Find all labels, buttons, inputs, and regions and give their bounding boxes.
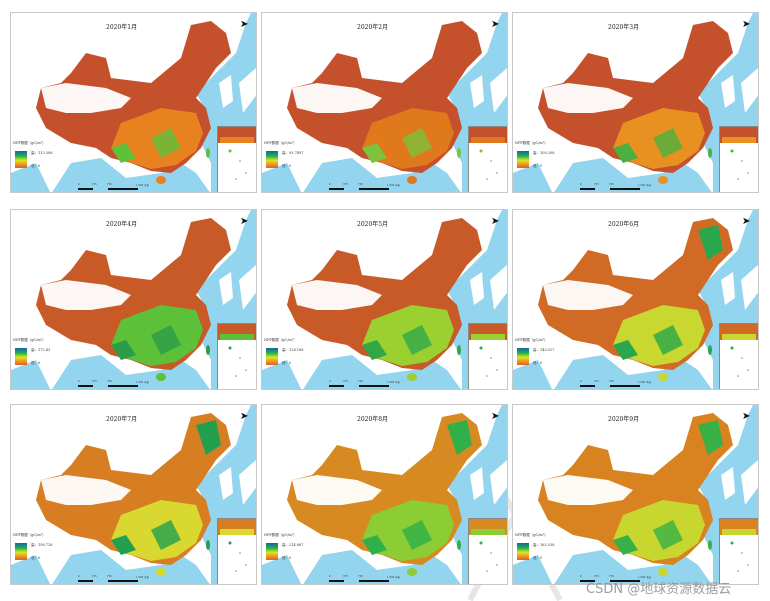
panel-title: 2020年8月 [357, 416, 389, 423]
panel-title: 2020年6月 [608, 221, 640, 228]
panel-title: 2020年4月 [106, 221, 138, 228]
legend: NPP数据（gC/m²） 高：93.7497 低：0 [264, 141, 324, 181]
panel-title: 2020年3月 [608, 24, 640, 31]
north-arrow-icon: ➤ [240, 216, 249, 227]
color-ramp [15, 348, 27, 365]
legend-low: 低：0 [533, 361, 543, 365]
legend-title: NPP数据（gC/m²） [13, 533, 46, 537]
legend-low: 低：0 [533, 164, 543, 168]
legend-high: 高：172.43 [31, 348, 51, 352]
north-arrow-icon: ➤ [491, 19, 500, 30]
north-arrow-icon: ➤ [742, 19, 751, 30]
map-panel: ➤ 2020年1月 NPP数据（gC/m²） 高：113.308 低：0 0 3… [10, 12, 257, 193]
map-panel: ➤ 2020年2月 NPP数据（gC/m²） 高：93.7497 低：0 0 3… [261, 12, 508, 193]
color-ramp [266, 348, 278, 365]
south-china-sea-inset [719, 126, 758, 192]
south-china-sea-inset [719, 323, 758, 389]
scale-bar: 0 375 750 1,500 千米 [580, 575, 670, 583]
color-ramp [517, 348, 529, 365]
south-china-sea-inset [217, 323, 256, 389]
legend-low: 低：0 [282, 556, 292, 560]
scale-bar: 0 375 750 1,500 千米 [329, 380, 419, 388]
scale-bar: 0 375 750 1,500 千米 [329, 183, 419, 191]
legend-high: 高：109.208 [533, 151, 555, 155]
legend: NPP数据（gC/m²） 高：163.538 低：0 [515, 533, 575, 573]
map-panel: ➤ 2020年9月 NPP数据（gC/m²） 高：163.538 低：0 0 3… [512, 404, 759, 585]
map-panel: ➤ 2020年3月 NPP数据（gC/m²） 高：109.208 低：0 0 3… [512, 12, 759, 193]
panel-title: 2020年2月 [357, 24, 389, 31]
legend-low: 低：0 [31, 164, 41, 168]
north-arrow-icon: ➤ [240, 19, 249, 30]
north-arrow-icon: ➤ [240, 411, 249, 422]
map-panel: ➤ 2020年5月 NPP数据（gC/m²） 高：128.168 低：0 0 3… [261, 209, 508, 390]
legend-title: NPP数据（gC/m²） [515, 533, 548, 537]
scale-bar: 0 375 750 1,500 千米 [580, 380, 670, 388]
scale-bar: 0 375 750 1,500 千米 [580, 183, 670, 191]
color-ramp [517, 543, 529, 560]
china-npp-map [262, 210, 507, 389]
map-panel: ➤ 2020年7月 NPP数据（gC/m²） 高：156.728 低：0 0 3… [10, 404, 257, 585]
north-arrow-icon: ➤ [742, 411, 751, 422]
china-npp-map [11, 405, 256, 584]
legend-high: 高：214.887 [282, 543, 304, 547]
map-panel: ➤ 2020年4月 NPP数据（gC/m²） 高：172.43 低：0 0 37… [10, 209, 257, 390]
scale-bar: 0 375 750 1,500 千米 [329, 575, 419, 583]
legend-low: 低：0 [31, 556, 41, 560]
south-china-sea-inset [217, 126, 256, 192]
legend-title: NPP数据（gC/m²） [264, 533, 297, 537]
legend: NPP数据（gC/m²） 高：113.308 低：0 [13, 141, 73, 181]
south-china-sea-inset [468, 323, 507, 389]
watermark-text: CSDN @地球资源数据云 [586, 582, 732, 597]
scale-bar: 0 375 750 1,500 千米 [78, 380, 168, 388]
scale-bar: 0 375 750 1,500 千米 [78, 183, 168, 191]
map-panel: ➤ 2020年8月 NPP数据（gC/m²） 高：214.887 低：0 0 3… [261, 404, 508, 585]
legend-title: NPP数据（gC/m²） [515, 338, 548, 342]
panel-title: 2020年1月 [106, 24, 138, 31]
legend-low: 低：0 [282, 361, 292, 365]
legend: NPP数据（gC/m²） 高：143.527 低：0 [515, 338, 575, 378]
color-ramp [266, 151, 278, 168]
legend-high: 高：93.7497 [282, 151, 304, 155]
legend-high: 高：143.527 [533, 348, 555, 352]
legend: NPP数据（gC/m²） 高：172.43 低：0 [13, 338, 73, 378]
south-china-sea-inset [468, 126, 507, 192]
panel-title: 2020年5月 [357, 221, 389, 228]
legend-high: 高：156.728 [31, 543, 53, 547]
legend-title: NPP数据（gC/m²） [13, 141, 46, 145]
legend: NPP数据（gC/m²） 高：109.208 低：0 [515, 141, 575, 181]
legend-low: 低：0 [533, 556, 543, 560]
legend-title: NPP数据（gC/m²） [264, 141, 297, 145]
map-panel: ➤ 2020年6月 NPP数据（gC/m²） 高：143.527 低：0 0 3… [512, 209, 759, 390]
legend-title: NPP数据（gC/m²） [13, 338, 46, 342]
china-npp-map [513, 405, 758, 584]
south-china-sea-inset [468, 518, 507, 584]
scale-bar: 0 375 750 1,500 千米 [78, 575, 168, 583]
legend-low: 低：0 [282, 164, 292, 168]
color-ramp [266, 543, 278, 560]
north-arrow-icon: ➤ [742, 216, 751, 227]
north-arrow-icon: ➤ [491, 411, 500, 422]
legend-title: NPP数据（gC/m²） [515, 141, 548, 145]
south-china-sea-inset [217, 518, 256, 584]
legend: NPP数据（gC/m²） 高：156.728 低：0 [13, 533, 73, 573]
legend: NPP数据（gC/m²） 高：214.887 低：0 [264, 533, 324, 573]
color-ramp [517, 151, 529, 168]
north-arrow-icon: ➤ [491, 216, 500, 227]
legend-high: 高：163.538 [533, 543, 555, 547]
panel-title: 2020年7月 [106, 416, 138, 423]
legend-high: 高：128.168 [282, 348, 304, 352]
color-ramp [15, 151, 27, 168]
panel-title: 2020年9月 [608, 416, 640, 423]
south-china-sea-inset [719, 518, 758, 584]
legend-high: 高：113.308 [31, 151, 53, 155]
color-ramp [15, 543, 27, 560]
legend-low: 低：0 [31, 361, 41, 365]
legend-title: NPP数据（gC/m²） [264, 338, 297, 342]
legend: NPP数据（gC/m²） 高：128.168 低：0 [264, 338, 324, 378]
